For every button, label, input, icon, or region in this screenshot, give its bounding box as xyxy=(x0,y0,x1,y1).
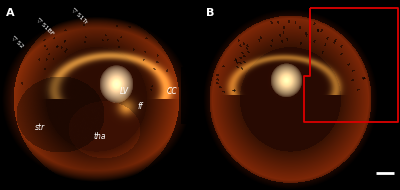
Text: CC: CC xyxy=(167,87,177,96)
Text: A: A xyxy=(6,8,15,18)
Text: ff: ff xyxy=(137,102,143,111)
Text: ▽ S1BF: ▽ S1BF xyxy=(36,17,56,36)
Text: B: B xyxy=(206,8,214,18)
Text: ▽ S2: ▽ S2 xyxy=(11,35,25,49)
Text: LV: LV xyxy=(120,87,128,96)
Text: ▽ S1Tr: ▽ S1Tr xyxy=(71,6,89,24)
Text: tha: tha xyxy=(94,132,106,141)
Text: str: str xyxy=(35,123,45,132)
